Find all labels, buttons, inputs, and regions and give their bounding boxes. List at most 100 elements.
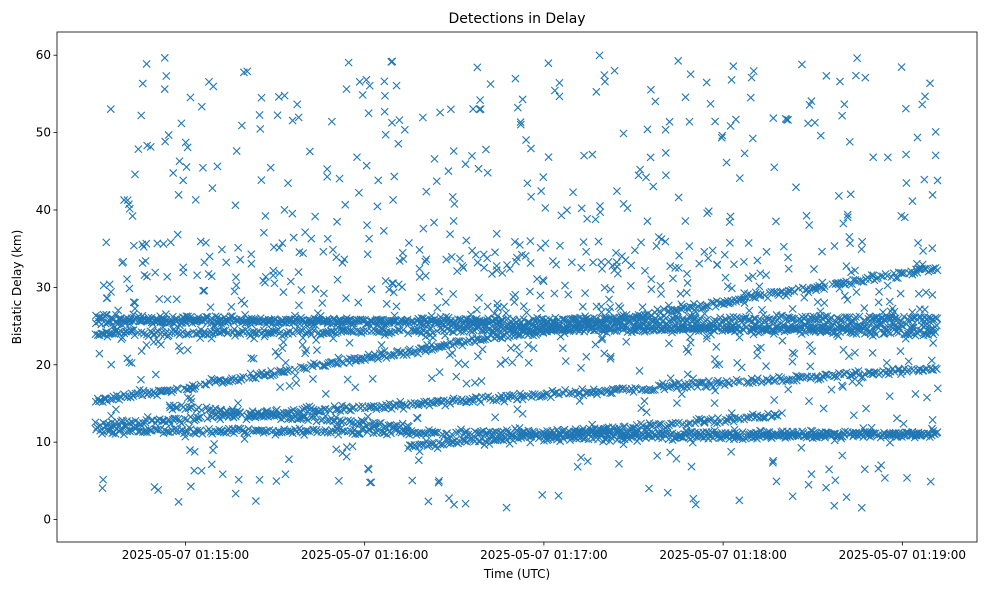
y-tick-label: 40 — [36, 203, 51, 217]
detection-point — [583, 319, 592, 328]
detection-point — [444, 167, 453, 176]
detection-point — [500, 302, 509, 311]
detection-point — [400, 125, 409, 134]
detection-point — [632, 420, 641, 429]
detection-point — [736, 377, 745, 386]
detection-point — [578, 302, 587, 311]
detection-point — [400, 400, 409, 409]
detection-point — [490, 309, 499, 318]
detection-point — [207, 460, 216, 469]
detection-point — [232, 281, 241, 290]
detection-point — [160, 85, 169, 94]
detection-point — [382, 299, 391, 308]
detection-point — [481, 393, 490, 402]
detection-point — [536, 291, 545, 300]
detection-point — [622, 337, 631, 346]
detection-point — [902, 150, 911, 159]
detection-point — [427, 374, 436, 383]
detection-point — [915, 431, 924, 440]
detection-point — [901, 334, 910, 343]
detection-point — [666, 262, 675, 271]
detection-point — [860, 304, 869, 313]
detection-point — [241, 310, 250, 319]
detection-point — [596, 387, 605, 396]
detection-point — [280, 205, 289, 214]
detection-point — [318, 361, 327, 370]
x-tick-label: 2025-05-07 01:19:00 — [839, 548, 966, 562]
detection-point — [727, 75, 736, 84]
detection-point — [517, 250, 526, 259]
detection-point — [711, 386, 720, 395]
detection-point — [573, 462, 582, 471]
detection-point — [380, 77, 389, 86]
detection-point — [830, 501, 839, 510]
detection-point — [137, 111, 146, 120]
detection-point — [851, 71, 860, 80]
detection-point — [651, 97, 660, 106]
detection-point — [380, 107, 389, 116]
detection-point — [312, 417, 321, 426]
detection-point — [809, 265, 818, 274]
detection-point — [797, 443, 806, 452]
detection-point — [526, 259, 535, 268]
detection-point — [295, 248, 304, 257]
detection-point — [183, 345, 192, 354]
detection-point — [703, 315, 712, 324]
detection-point — [749, 67, 758, 75]
detection-point — [524, 340, 533, 349]
detection-point — [544, 59, 553, 68]
detection-point — [817, 431, 826, 440]
detection-point — [818, 278, 827, 287]
detection-point — [661, 148, 670, 157]
detection-point — [305, 402, 314, 411]
detection-point — [550, 86, 559, 95]
detection-point — [867, 319, 876, 328]
detection-point — [307, 234, 316, 243]
detection-point — [365, 234, 374, 243]
detection-point — [616, 304, 625, 313]
detection-point — [739, 257, 748, 266]
detection-point — [455, 254, 464, 263]
detection-point — [933, 384, 942, 393]
detection-point — [870, 314, 879, 323]
detection-point — [470, 378, 479, 387]
detection-point — [282, 408, 291, 417]
detection-point — [376, 316, 385, 325]
detection-point — [559, 434, 568, 443]
detection-point — [861, 73, 870, 82]
detection-point — [583, 214, 592, 223]
detection-point — [415, 264, 424, 273]
detection-point — [509, 327, 518, 336]
detection-point — [423, 340, 432, 349]
detection-point — [312, 346, 321, 355]
detection-point — [247, 259, 256, 268]
detection-point — [858, 237, 867, 246]
detection-point — [694, 432, 703, 441]
detection-point — [838, 451, 847, 460]
detection-point — [281, 358, 290, 367]
detection-point — [219, 326, 228, 335]
detection-point — [853, 277, 862, 285]
detection-point — [365, 478, 374, 487]
detection-point — [315, 316, 324, 325]
detection-point — [174, 342, 183, 351]
detection-point — [516, 120, 525, 129]
detection-point — [709, 383, 718, 391]
detection-point — [576, 363, 585, 372]
detection-point — [869, 370, 878, 379]
detection-point — [709, 326, 718, 335]
detection-point — [790, 349, 799, 358]
detection-point — [702, 382, 711, 391]
detection-point — [446, 105, 455, 114]
detection-point — [827, 385, 836, 394]
detection-point — [710, 418, 719, 427]
detection-point — [926, 79, 935, 88]
detection-point — [830, 436, 839, 445]
detection-point — [710, 316, 719, 324]
detection-point — [493, 311, 502, 320]
detection-point — [394, 139, 403, 148]
detection-point — [860, 465, 869, 474]
detection-point — [682, 269, 691, 278]
detection-point — [779, 242, 788, 251]
detection-point — [541, 239, 550, 248]
